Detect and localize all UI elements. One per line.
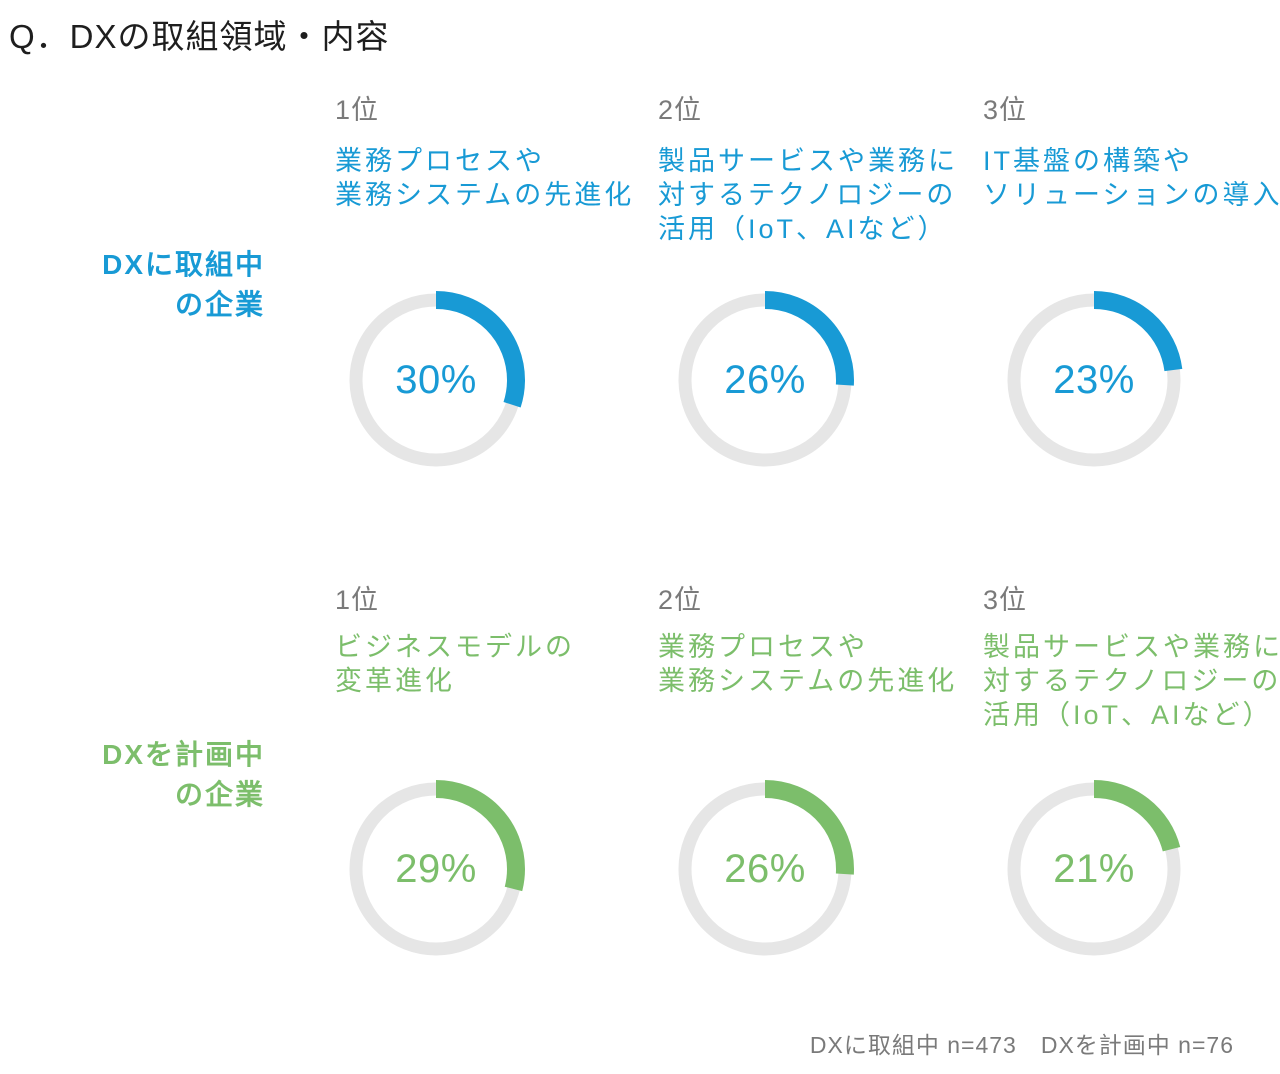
donut-chart: 29% [344, 777, 528, 961]
item-label-line: 業務システムの先進化 [335, 180, 635, 210]
item-label-line: 業務プロセスや [335, 146, 545, 176]
donut-svg [1005, 780, 1183, 958]
donut-chart: 21% [1002, 777, 1186, 961]
item-label: ビジネスモデルの 変革進化 [335, 630, 665, 698]
donut-svg [347, 291, 525, 469]
item-label-line: IT基盤の構築や [983, 146, 1193, 176]
donut-value: 23% [1053, 357, 1135, 402]
item-label-line: 業務システムの先進化 [658, 666, 958, 696]
donut-value: 30% [395, 357, 477, 402]
donut-value: 29% [395, 846, 477, 891]
series-label-line: DXを計画中 [102, 739, 265, 770]
donut-svg [1005, 291, 1183, 469]
rank-label: 1位 [335, 95, 380, 125]
item-label: 製品サービスや業務に 対するテクノロジーの 活用（IoT、AIなど） [658, 144, 988, 246]
donut-value: 21% [1053, 846, 1135, 891]
item-label-line: 対するテクノロジーの [983, 666, 1280, 696]
donut-arc [676, 780, 854, 958]
donut-svg [676, 291, 854, 469]
donut-svg [676, 780, 854, 958]
item-label-line: 変革進化 [335, 666, 455, 696]
sample-size-note: DXに取組中 n=473 DXを計画中 n=76 [809, 1032, 1234, 1058]
series-label-line: の企業 [174, 779, 265, 810]
item-label-line: ビジネスモデルの [335, 632, 575, 662]
item-label-line: 対するテクノロジーの [658, 180, 957, 210]
item-label-line: 業務プロセスや [658, 632, 868, 662]
donut-chart: 23% [1002, 288, 1186, 472]
item-label-line: ソリューションの導入 [983, 180, 1280, 210]
donut-value: 26% [724, 357, 806, 402]
item-label: 業務プロセスや 業務システムの先進化 [658, 630, 988, 698]
donut-chart: 30% [344, 288, 528, 472]
rank-label: 2位 [658, 95, 703, 125]
series-label-line: DXに取組中 [102, 249, 265, 280]
item-label: IT基盤の構築や ソリューションの導入 [983, 144, 1280, 212]
donut-arc [676, 291, 854, 469]
series-label-line: の企業 [174, 289, 265, 320]
item-label-line: 製品サービスや業務に [658, 146, 958, 176]
donut-arc [347, 291, 525, 469]
item-label: 製品サービスや業務に 対するテクノロジーの 活用（IoT、AIなど） [983, 630, 1280, 732]
donut-chart: 26% [673, 288, 857, 472]
donut-chart: 26% [673, 777, 857, 961]
donut-arc [347, 780, 525, 958]
rank-label: 1位 [335, 585, 380, 615]
donut-svg [347, 780, 525, 958]
rank-label: 2位 [658, 585, 703, 615]
rank-label: 3位 [983, 585, 1028, 615]
rank-label: 3位 [983, 95, 1028, 125]
donut-arc [1005, 780, 1183, 958]
donut-value: 26% [724, 846, 806, 891]
donut-arc [1005, 291, 1183, 469]
item-label-line: 製品サービスや業務に [983, 632, 1280, 662]
series-label-planning: DXを計画中 の企業 [40, 735, 265, 815]
series-label-ongoing: DXに取組中 の企業 [40, 245, 265, 325]
page-title: Q．DXの取組領域・内容 [9, 18, 390, 55]
item-label-line: 活用（IoT、AIなど） [983, 700, 1273, 730]
item-label: 業務プロセスや 業務システムの先進化 [335, 144, 665, 212]
item-label-line: 活用（IoT、AIなど） [658, 214, 948, 244]
